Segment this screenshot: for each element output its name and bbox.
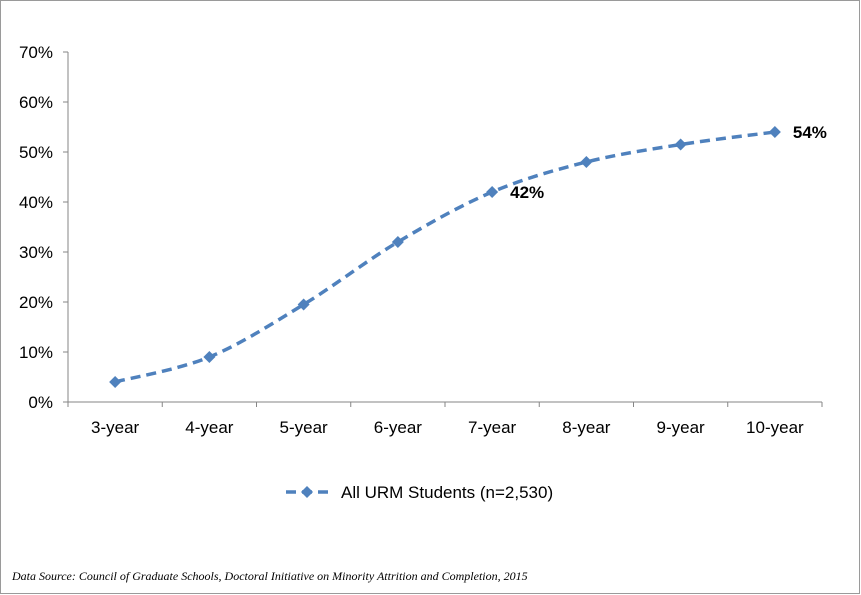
source-note: Data Source: Council of Graduate Schools… [12, 569, 528, 583]
legend: All URM Students (n=2,530) [286, 483, 553, 502]
x-tick-label: 7-year [468, 418, 517, 437]
y-tick-label: 50% [19, 143, 53, 162]
legend-marker [301, 486, 313, 498]
x-tick-label: 10-year [746, 418, 804, 437]
data-point [768, 126, 781, 138]
y-tick-label: 0% [28, 393, 53, 412]
data-point [674, 138, 687, 151]
series-line [114, 130, 776, 384]
data-point [580, 156, 593, 168]
x-tick-label: 8-year [562, 418, 611, 437]
y-axis-ticks: 0% 10% 20% 30% 40% 50% 60% 70% [19, 43, 68, 412]
data-labels: 42% 54% [510, 123, 827, 202]
y-tick-label: 30% [19, 243, 53, 262]
y-tick-label: 70% [19, 43, 53, 62]
data-point [203, 351, 216, 363]
y-tick-label: 10% [19, 343, 53, 362]
series-group [109, 126, 781, 388]
data-point [391, 236, 404, 248]
y-tick-label: 40% [19, 193, 53, 212]
x-axis-ticks: 3-year 4-year 5-year 6-year 7-year 8-year 9-ye… [67, 402, 823, 437]
x-tick-label: 4-year [185, 418, 234, 437]
legend-label: All URM Students (n=2,530) [341, 483, 553, 502]
y-tick-label: 60% [19, 93, 53, 112]
x-tick-label: 3-year [91, 418, 140, 437]
data-point [297, 298, 310, 311]
data-label: 54% [793, 123, 827, 142]
data-point [486, 186, 499, 198]
x-tick-label: 9-year [657, 418, 706, 437]
data-label: 42% [510, 183, 544, 202]
x-tick-label: 6-year [374, 418, 423, 437]
data-point [109, 376, 122, 388]
y-tick-label: 20% [19, 293, 53, 312]
x-tick-label: 5-year [280, 418, 329, 437]
